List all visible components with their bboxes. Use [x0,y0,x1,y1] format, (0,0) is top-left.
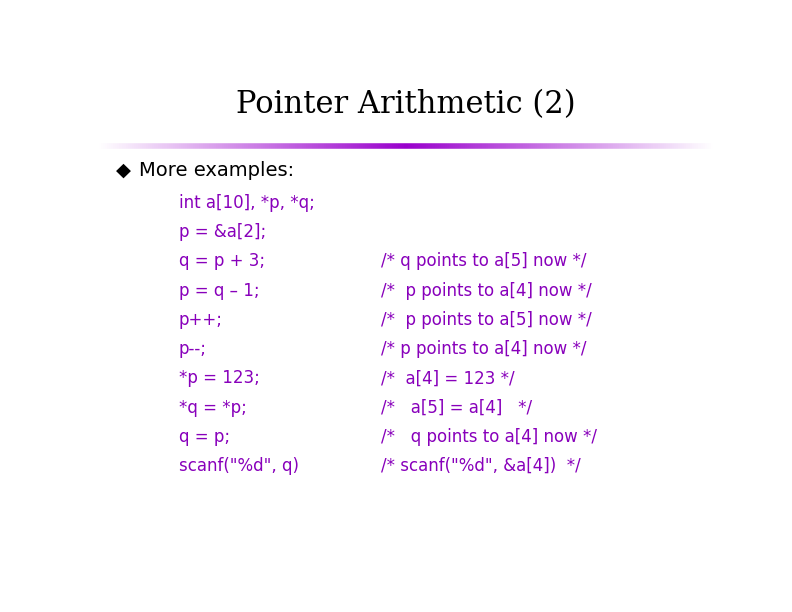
Text: /* p points to a[4] now */: /* p points to a[4] now */ [382,340,587,358]
Text: /*  a[4] = 123 */: /* a[4] = 123 */ [382,369,515,387]
Text: /*  p points to a[5] now */: /* p points to a[5] now */ [382,311,592,329]
Text: /*  p points to a[4] now */: /* p points to a[4] now */ [382,282,592,300]
Text: q = p;: q = p; [179,428,230,446]
Text: /*   q points to a[4] now */: /* q points to a[4] now */ [382,428,597,446]
Text: More examples:: More examples: [139,160,294,179]
Text: /*   a[5] = a[4]   */: /* a[5] = a[4] */ [382,398,532,417]
Text: Pointer Arithmetic (2): Pointer Arithmetic (2) [236,89,576,119]
Text: p--;: p--; [179,340,207,358]
Text: *q = *p;: *q = *p; [179,398,246,417]
Text: *p = 123;: *p = 123; [179,369,260,387]
Text: q = p + 3;: q = p + 3; [179,253,265,271]
Text: /* q points to a[5] now */: /* q points to a[5] now */ [382,253,587,271]
Text: ◆: ◆ [116,160,131,179]
Text: p = &a[2];: p = &a[2]; [179,223,266,241]
Text: p = q – 1;: p = q – 1; [179,282,260,300]
Text: int a[10], *p, *q;: int a[10], *p, *q; [179,194,314,212]
Text: scanf("%d", q): scanf("%d", q) [179,457,299,475]
Text: p++;: p++; [179,311,223,329]
Text: /* scanf("%d", &a[4])  */: /* scanf("%d", &a[4]) */ [382,457,581,475]
